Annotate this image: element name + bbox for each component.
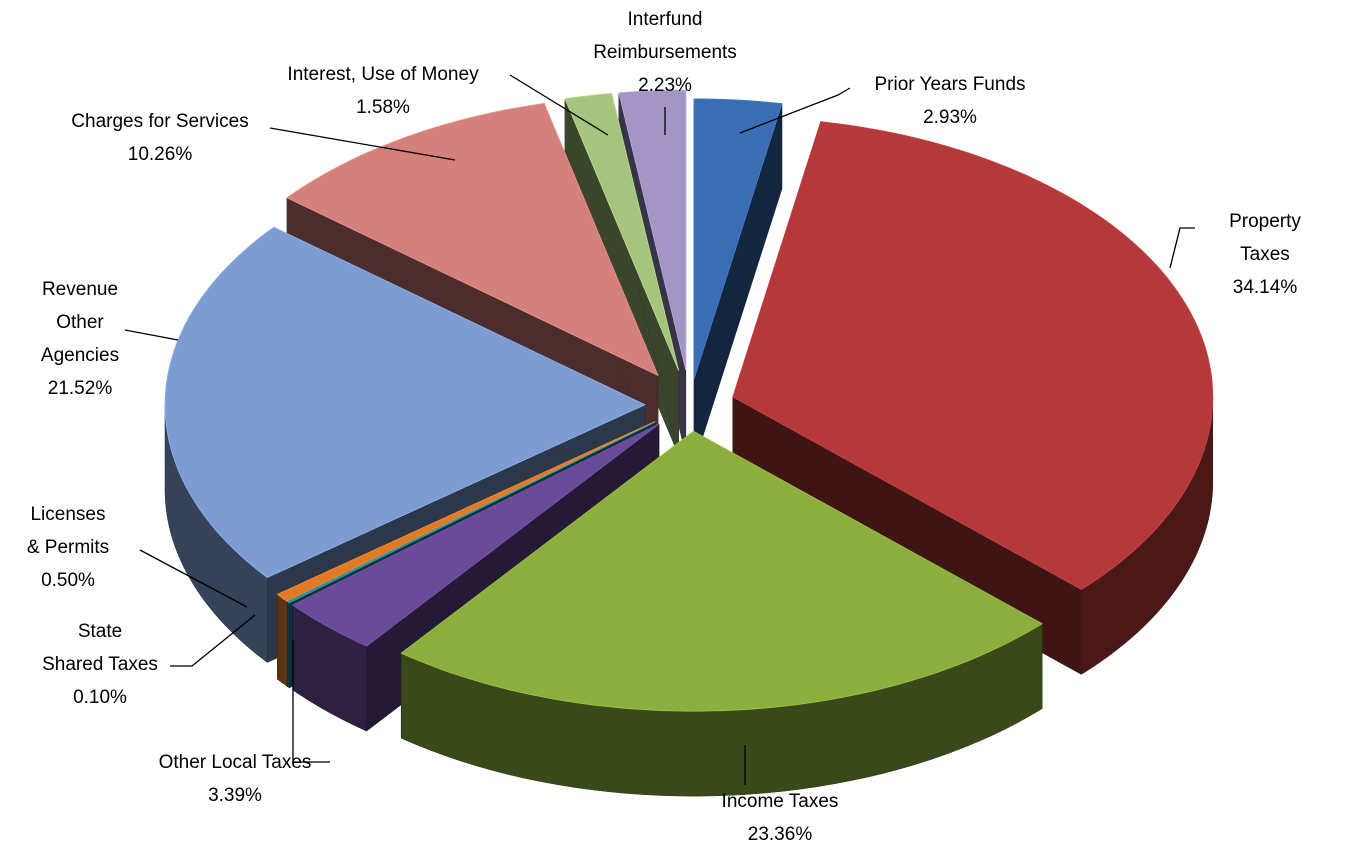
value-label: 2.23% <box>638 75 692 96</box>
slice-top <box>291 423 660 647</box>
value-label: 21.52% <box>47 378 113 399</box>
slice <box>693 98 783 464</box>
value-label: 34.14% <box>1232 277 1298 298</box>
leader-line <box>124 329 179 341</box>
leader-line <box>269 127 456 161</box>
slice-top <box>732 121 1214 590</box>
slice-top <box>564 92 680 371</box>
slice-top <box>276 421 656 602</box>
slice-label: Licenses & Permits <box>26 504 110 558</box>
slice-label: State Shared Taxes <box>42 621 158 675</box>
slice-wall <box>287 601 290 689</box>
value-label: 0.10% <box>73 687 127 708</box>
slice-label: Interest, Use of Money <box>287 64 479 85</box>
slice-label: Interfund Reimbursements <box>593 9 737 63</box>
leader-line <box>139 549 248 608</box>
value-label: 10.26% <box>127 144 193 165</box>
slice-wall <box>277 593 288 687</box>
slice-label: Charges for Services <box>71 111 249 132</box>
slice-top <box>164 226 646 578</box>
leader-line <box>509 74 609 136</box>
slice <box>400 430 1043 797</box>
slice-label: Property Taxes <box>1229 211 1301 265</box>
value-label: 3.39% <box>208 785 262 806</box>
slice-top <box>286 421 656 604</box>
slice-label: Revenue Other Agencies <box>40 279 120 366</box>
value-label: 2.93% <box>923 107 977 128</box>
value-label: 1.58% <box>356 97 410 118</box>
slice-label: Income Taxes <box>721 791 839 812</box>
value-label: 0.50% <box>41 570 95 591</box>
slice-top <box>693 98 783 380</box>
leader-line <box>292 640 330 763</box>
leader-line <box>170 614 256 667</box>
value-label: 23.36% <box>747 824 813 845</box>
leader-line <box>1169 227 1195 269</box>
slice-label: Prior Years Funds <box>874 74 1026 95</box>
slice-top <box>400 430 1043 712</box>
slice-top <box>286 102 659 377</box>
slice-label: Other Local Taxes <box>158 752 312 773</box>
slice-top <box>618 89 687 371</box>
leader-line <box>739 87 851 134</box>
